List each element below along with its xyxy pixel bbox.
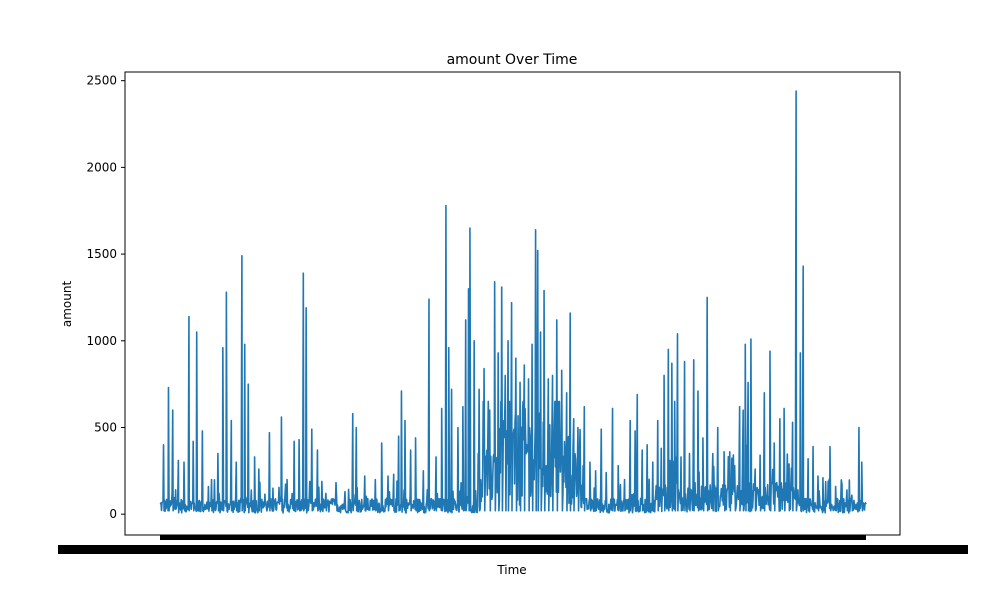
series-layer [159,90,867,514]
y-tick-label: 1500 [86,247,117,261]
y-tick-label: 0 [109,507,117,521]
plot-area: 0 500 1000 1500 2000 2500 [58,71,968,554]
y-tick-label: 500 [94,420,117,434]
series-line-amount [159,90,867,514]
x-tick-labels-overlapping [58,545,968,554]
x-tick-marks [160,535,866,540]
y-tick-label: 2500 [86,74,117,88]
y-tick-label: 2000 [86,160,117,174]
x-axis-label: Time [496,563,526,577]
plot-frame [124,71,901,536]
x-axis-ticks [58,535,968,554]
y-axis-ticks: 0 500 1000 1500 2000 2500 [86,74,125,521]
y-tick-label: 1000 [86,334,117,348]
chart-title: amount Over Time [447,52,578,68]
y-axis-label: amount [60,281,74,328]
